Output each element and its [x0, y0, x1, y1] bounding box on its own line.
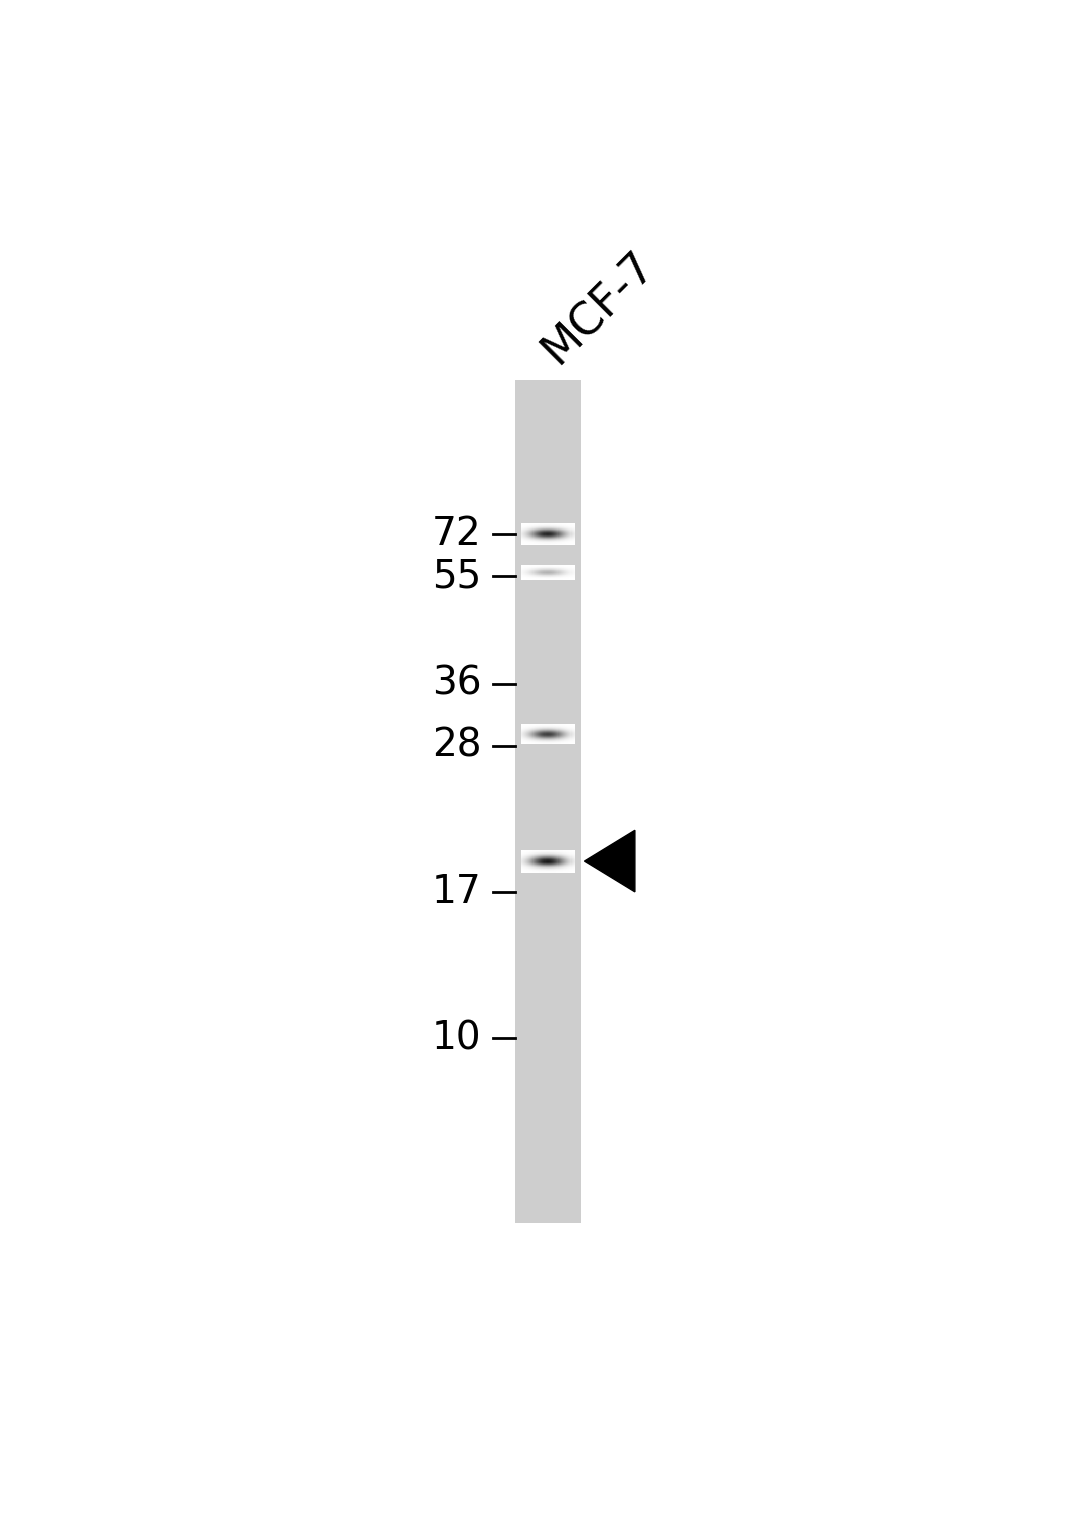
Text: 10: 10	[432, 1020, 482, 1057]
Text: 36: 36	[432, 665, 482, 703]
Text: 72: 72	[432, 515, 482, 553]
Text: 55: 55	[432, 557, 482, 595]
Text: 17: 17	[432, 873, 482, 911]
Text: 28: 28	[432, 726, 482, 764]
Bar	[515, 379, 581, 1223]
Polygon shape	[584, 830, 635, 891]
Text: MCF-7: MCF-7	[535, 243, 664, 372]
